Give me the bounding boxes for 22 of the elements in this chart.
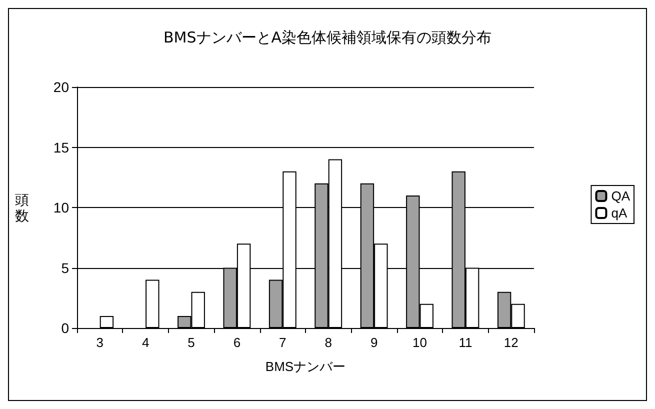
x-tick-label: 6 <box>233 335 241 350</box>
x-tick-label: 12 <box>504 335 518 350</box>
bar <box>146 280 160 328</box>
y-axis-title: 頭数 <box>15 192 29 224</box>
y-tick-label: 15 <box>53 139 70 156</box>
x-tick-label: 4 <box>142 335 150 350</box>
legend-label: QA <box>611 188 630 204</box>
bar <box>100 316 114 328</box>
legend-label: qA <box>611 206 628 220</box>
x-axis-title: BMSナンバー <box>265 359 346 374</box>
y-tick-label: 20 <box>53 79 70 95</box>
y-tick-label: 0 <box>61 320 70 336</box>
y-tick-label: 5 <box>61 260 70 276</box>
x-tick-label: 10 <box>412 335 427 350</box>
x-tick-label: 7 <box>279 335 286 350</box>
x-tick-label: 5 <box>188 335 195 350</box>
x-tick-label: 9 <box>370 335 378 350</box>
x-tick-label: 3 <box>96 335 104 350</box>
x-tick-label: 8 <box>324 335 332 350</box>
chart-title: BMSナンバーとA染色体候補領域保有の頭数分布 <box>163 28 492 46</box>
y-tick-label: 10 <box>53 200 70 216</box>
x-tick-label: 11 <box>458 335 472 350</box>
